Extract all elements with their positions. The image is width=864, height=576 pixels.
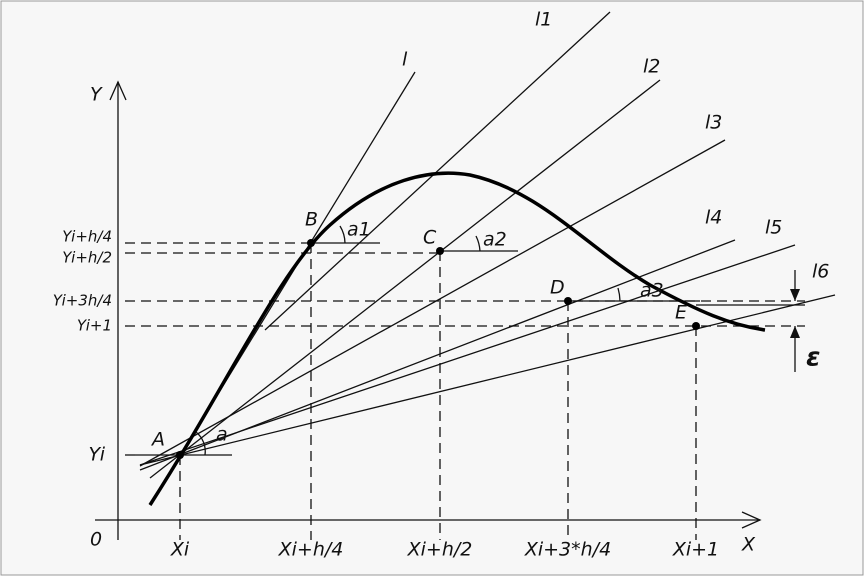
points <box>176 239 700 459</box>
point-label: E <box>675 302 687 324</box>
angle-label: a <box>216 424 228 446</box>
axis-label: X <box>741 534 756 556</box>
y-tick-label: Yi+h/4 <box>62 228 112 246</box>
axes <box>95 80 762 540</box>
angle-arcs <box>195 225 621 456</box>
angle-label: a2 <box>483 229 507 251</box>
line-label: l6 <box>812 261 829 283</box>
angle-label: a1 <box>347 219 371 241</box>
point-label: C <box>423 227 437 249</box>
line-label: l3 <box>705 112 722 134</box>
line-label: l5 <box>765 217 782 239</box>
point-label: D <box>550 277 565 299</box>
y-tick-label: Yi+h/2 <box>62 249 112 267</box>
x-tick-label: Xi+1 <box>672 539 719 561</box>
x-tick-label: Xi+h/4 <box>278 539 344 561</box>
x-tick-label: Xi <box>170 539 190 561</box>
point-label: A <box>150 429 165 451</box>
y-tick-label: Yi+3h/4 <box>53 292 112 310</box>
epsilon-label: ε <box>806 343 820 373</box>
line-label: l4 <box>705 207 722 229</box>
line-label: l1 <box>535 9 552 31</box>
y-tick-label: Yi <box>88 444 105 466</box>
line-label: l2 <box>643 56 660 78</box>
point-label: B <box>305 209 318 231</box>
y-tick-label: Yi+1 <box>77 317 112 335</box>
x-tick-label: Xi+3*h/4 <box>524 539 611 561</box>
x-tick-label: Xi+h/2 <box>407 539 473 561</box>
angle-label: a3 <box>640 280 664 302</box>
axis-label: Y <box>90 84 103 106</box>
curve <box>148 171 766 506</box>
line-label: l <box>402 49 408 71</box>
epsilon-arrows <box>790 270 800 372</box>
origin-label: 0 <box>90 529 102 551</box>
